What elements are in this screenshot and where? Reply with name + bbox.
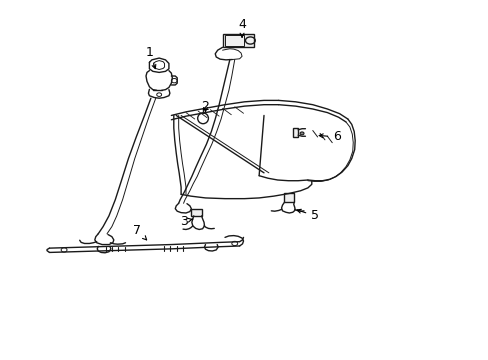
Text: 4: 4 xyxy=(238,18,245,37)
Text: 7: 7 xyxy=(133,224,146,240)
Text: 3: 3 xyxy=(179,215,193,228)
Ellipse shape xyxy=(197,113,208,124)
Text: 5: 5 xyxy=(297,209,319,222)
Circle shape xyxy=(300,132,304,135)
Text: 6: 6 xyxy=(319,130,341,144)
Polygon shape xyxy=(293,128,298,137)
Polygon shape xyxy=(222,34,254,47)
Text: 2: 2 xyxy=(201,100,209,113)
Polygon shape xyxy=(190,210,201,216)
Polygon shape xyxy=(284,193,294,202)
Text: 1: 1 xyxy=(145,46,156,69)
